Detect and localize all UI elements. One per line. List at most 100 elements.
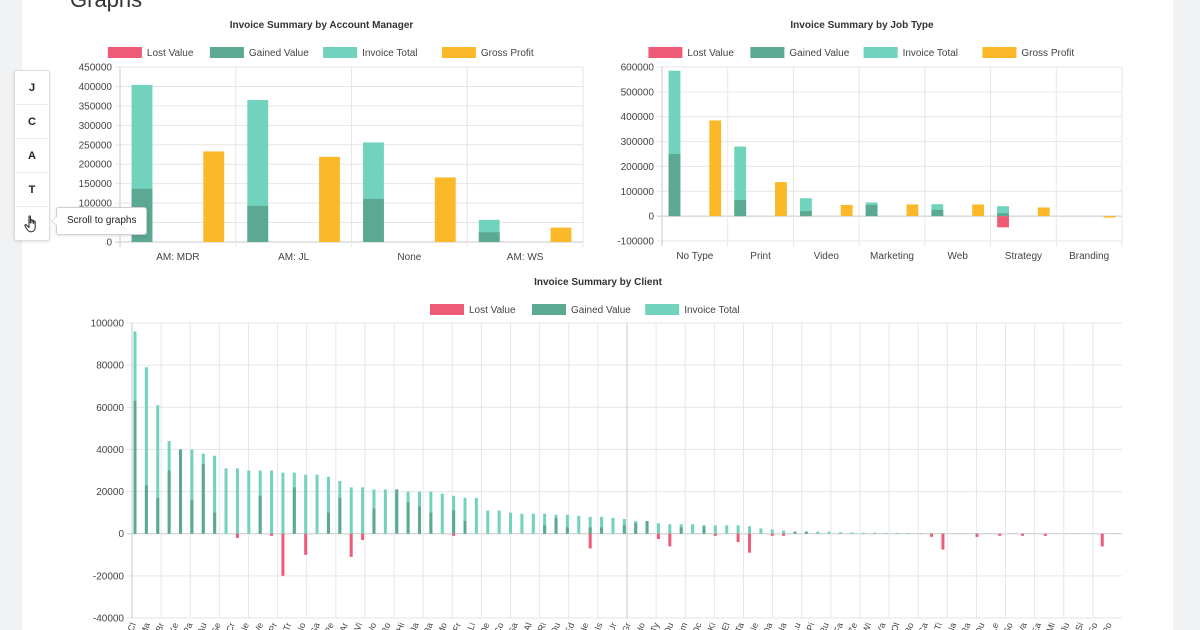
bar-invoice-total — [691, 524, 695, 534]
x-tick-label: AM: WS — [507, 252, 544, 263]
x-tick-label: Ga — [308, 621, 322, 630]
x-tick-label: Ma — [138, 621, 152, 630]
bar-invoice-total — [918, 533, 922, 534]
legend-swatch — [648, 47, 683, 58]
chart-job-type: Invoice Summary by Job Type Lost Value Gai… — [617, 20, 1123, 262]
bar-gained-value — [338, 497, 342, 534]
x-tick-label: Video — [814, 251, 840, 262]
x-tick-label: Ho — [634, 621, 647, 630]
legend-label: Lost Value — [687, 48, 734, 59]
bar-lost-value — [270, 533, 274, 536]
hand-pointer-icon[interactable] — [15, 207, 49, 240]
x-tick-label: Ro — [379, 621, 392, 630]
legend-swatch — [982, 47, 1017, 58]
y-tick-label: -40000 — [93, 614, 125, 625]
bar-lost-value — [281, 533, 285, 576]
legend-label: Invoice Total — [362, 48, 417, 59]
bar-invoice-total — [486, 510, 490, 534]
x-tick-label: Pi — [805, 621, 817, 630]
x-tick-label: Marketing — [870, 251, 914, 262]
x-tick-label: Web — [948, 251, 969, 262]
x-tick-label: Fr — [451, 621, 463, 630]
bar-invoice-total — [747, 526, 751, 534]
bar-gained-value — [645, 521, 649, 534]
chart-title: Invoice Summary by Job Type — [790, 20, 934, 31]
x-tick-label: Va — [1016, 621, 1029, 630]
bar-invoice-total — [782, 530, 786, 534]
x-tick-label: Hi — [394, 621, 406, 630]
bar-gained-value — [565, 527, 569, 534]
y-tick-label: 80000 — [96, 361, 124, 372]
bar-gained-value — [167, 470, 171, 534]
y-tick-label: 100000 — [621, 187, 655, 198]
bar-invoice-total — [144, 367, 148, 534]
legend-label: Invoice Total — [903, 48, 958, 59]
bar-lost-value — [656, 533, 660, 539]
bar-gained-value — [543, 525, 547, 534]
bar-gross-profit — [709, 120, 722, 217]
chart-title: Invoice Summary by Account Manager — [230, 20, 414, 31]
bar-gained-value — [997, 213, 1009, 217]
x-tick-label: Qu — [549, 621, 563, 630]
x-tick-label: Em — [675, 621, 689, 630]
bar-gained-value — [326, 512, 330, 534]
bar-gained-value — [804, 531, 808, 534]
bar-gained-value — [800, 211, 812, 217]
bar-gained-value — [247, 205, 269, 242]
bar-gross-profit — [319, 156, 340, 242]
bar-invoice-total — [850, 532, 854, 534]
bar-gained-value — [478, 232, 500, 242]
bar-lost-value — [997, 216, 1009, 228]
side-nav-j[interactable]: J — [15, 71, 49, 105]
side-nav-t[interactable]: T — [15, 173, 49, 207]
bar-lost-value — [1043, 533, 1047, 536]
x-tick-label: Ja — [408, 621, 421, 630]
x-tick-label: Ke — [167, 621, 180, 630]
side-nav-c[interactable]: C — [15, 105, 49, 139]
x-tick-label: Pe — [323, 621, 336, 630]
bar-invoice-total — [213, 455, 217, 534]
legend-label: Gross Profit — [481, 48, 534, 59]
bar-invoice-total — [656, 523, 660, 534]
bar-invoice-total — [156, 405, 160, 534]
x-tick-label: Ta — [733, 621, 746, 630]
bar-gained-value — [156, 497, 160, 534]
bar-gained-value — [372, 508, 376, 534]
legend-swatch — [645, 304, 680, 315]
y-tick-label: 60000 — [96, 403, 124, 414]
bar-invoice-total — [873, 532, 877, 534]
x-tick-label: Ca — [917, 621, 930, 630]
bar-lost-value — [747, 533, 751, 553]
bar-gross-profit — [972, 204, 984, 217]
bar-invoice-total — [270, 470, 274, 534]
legend-label: Invoice Total — [684, 305, 739, 316]
x-tick-label: None — [397, 252, 421, 263]
x-tick-label: Pr — [267, 621, 279, 630]
x-tick-label: Si — [1073, 621, 1085, 630]
x-tick-label: Sa — [507, 621, 520, 630]
x-tick-label: Wi — [860, 621, 873, 630]
bar-invoice-total — [997, 206, 1009, 217]
bar-invoice-total — [497, 510, 501, 534]
x-tick-label: Ty — [649, 621, 662, 630]
bar-lost-value — [782, 533, 786, 536]
x-tick-label: Is — [593, 621, 605, 630]
side-nav-a[interactable]: A — [15, 139, 49, 173]
bar-gained-value — [588, 527, 592, 534]
bar-gross-profit — [775, 182, 787, 217]
x-tick-label: Mo — [435, 621, 449, 630]
legend-swatch — [750, 47, 785, 58]
bar-invoice-total — [281, 472, 285, 534]
bar-lost-value — [998, 533, 1002, 536]
x-tick-label: So — [1002, 621, 1015, 630]
bar-lost-value — [1100, 533, 1104, 547]
bar-gained-value — [292, 487, 296, 534]
bar-invoice-total — [326, 476, 330, 534]
legend-label: Lost Value — [147, 48, 194, 59]
bar-invoice-total — [668, 524, 672, 534]
bar-lost-value — [736, 533, 740, 543]
y-tick-label: 300000 — [79, 121, 113, 132]
bar-gained-value — [395, 489, 399, 534]
x-tick-label: He — [577, 621, 590, 630]
bar-invoice-total — [429, 491, 433, 534]
